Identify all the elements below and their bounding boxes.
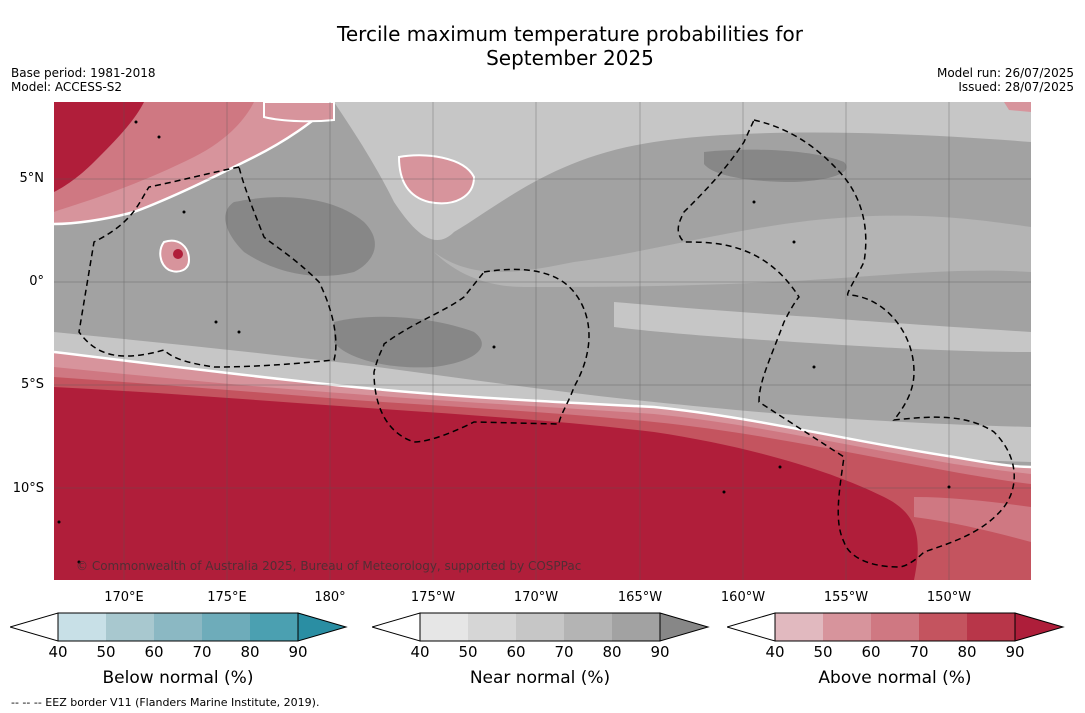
near-cb-max-arrow [659,612,710,642]
near-tick-80: 80 [602,643,622,661]
lat-label-5n: 5°N [19,171,45,186]
lon-label-170e: 170°E [104,590,144,605]
above-cb-seg-3 [871,613,919,641]
above-cb-frame [774,612,1016,642]
near-cb-frame [419,612,661,642]
near-tick-50: 50 [458,643,478,661]
meta-left: Base period: 1981-2018 Model: ACCESS-S2 [11,66,156,94]
near-tick-40: 40 [410,643,430,661]
near-cb-seg-1 [420,613,468,641]
near-cb-seg-2 [468,613,516,641]
below-cb-frame [57,612,299,642]
above-tick-80: 80 [957,643,977,661]
near-dark-patch-east [704,149,847,182]
near-dark-patch-center [334,316,482,368]
below-tick-80: 80 [240,643,260,661]
below-cb-min-arrow [10,612,59,642]
colorbar-below-normal [10,612,348,642]
title-line-2: September 2025 [486,46,654,70]
above-tick-70: 70 [909,643,929,661]
below-tick-70: 70 [192,643,212,661]
colorbar-above-normal [727,612,1065,642]
above-cb-max-arrow [1014,612,1065,642]
near-light-band-north [334,102,1031,241]
eez-footer-note: -- -- -- EEZ border V11 (Flanders Marine… [11,696,320,709]
above-dark-south [54,387,918,580]
above-normal-title: Above normal (%) [818,668,972,688]
above-cb-seg-5 [967,613,1015,641]
above-cb-min-arrow [727,612,776,642]
lon-label-175w: 175°W [410,590,456,605]
near-light-band-center [614,302,1031,352]
graticule [54,102,1031,580]
above-tick-60: 60 [861,643,881,661]
meta-right: Model run: 26/07/2025 Issued: 28/07/2025 [937,66,1074,94]
below-cb-seg-3 [154,613,202,641]
lon-label-160w: 160°W [720,590,766,605]
near-cb-seg-3 [516,613,564,641]
near-tick-90: 90 [650,643,670,661]
above-dark-nw [54,102,144,192]
below-tick-50: 50 [96,643,116,661]
above-tick-90: 90 [1005,643,1025,661]
above-blob-core [173,249,183,259]
lat-label-10s: 10°S [12,481,44,496]
lat-label-0: 0° [29,274,44,289]
above-cb-seg-4 [919,613,967,641]
near-mid-band [434,215,1031,287]
near-tick-70: 70 [554,643,574,661]
below-tick-60: 60 [144,643,164,661]
above-patch-se [914,497,1031,542]
near-dark-patch-west [225,197,375,276]
above-tick-50: 50 [813,643,833,661]
near-normal-title: Near normal (%) [469,668,611,688]
near-tick-60: 60 [506,643,526,661]
lon-label-165w: 165°W [617,590,663,605]
nw-boundary-line [54,102,335,226]
copyright-notice: © Commonwealth of Australia 2025, Bureau… [76,559,582,573]
above-blob-top [263,102,335,123]
near-cb-min-arrow [372,612,421,642]
map-area[interactable] [54,102,1031,580]
below-cb-seg-2 [106,613,154,641]
eez-kiribati-gilbert [78,166,337,368]
eez-borders [78,119,1015,568]
lon-label-150w: 150°W [926,590,972,605]
near-cb-seg-4 [564,613,612,641]
above-cb-seg-1 [775,613,823,641]
below-tick-90: 90 [288,643,308,661]
below-cb-seg-5 [250,613,298,641]
model-run: Model run: 26/07/2025 [936,66,1074,80]
base-period: Base period: 1981-2018 [11,66,156,80]
south-boundary-line [54,350,1031,469]
colorbar-near-normal [372,612,710,642]
below-normal-title: Below normal (%) [102,668,254,688]
lon-label-155w: 155°W [823,590,869,605]
above-tick-40: 40 [765,643,785,661]
map-title: Tercile maximum temperature probabilitie… [0,22,1085,70]
below-cb-max-arrow [297,612,348,642]
title-line-1: Tercile maximum temperature probabilitie… [337,22,803,46]
below-tick-40: 40 [48,643,68,661]
eez-phoenix [373,268,590,443]
islands [57,120,951,564]
map-svg [54,102,1031,580]
above-blob-ne [1004,102,1031,112]
lon-label-170w: 170°W [513,590,559,605]
below-cb-seg-4 [202,613,250,641]
lon-label-180: 180° [314,590,346,605]
eez-line-islands [677,119,1015,568]
above-cb-seg-2 [823,613,871,641]
near-cb-seg-5 [612,613,660,641]
model-name: Model: ACCESS-S2 [11,80,123,94]
lon-label-175e: 175°E [207,590,247,605]
issued-date: Issued: 28/07/2025 [958,80,1074,94]
lat-label-5s: 5°S [20,377,44,392]
below-cb-seg-1 [58,613,106,641]
